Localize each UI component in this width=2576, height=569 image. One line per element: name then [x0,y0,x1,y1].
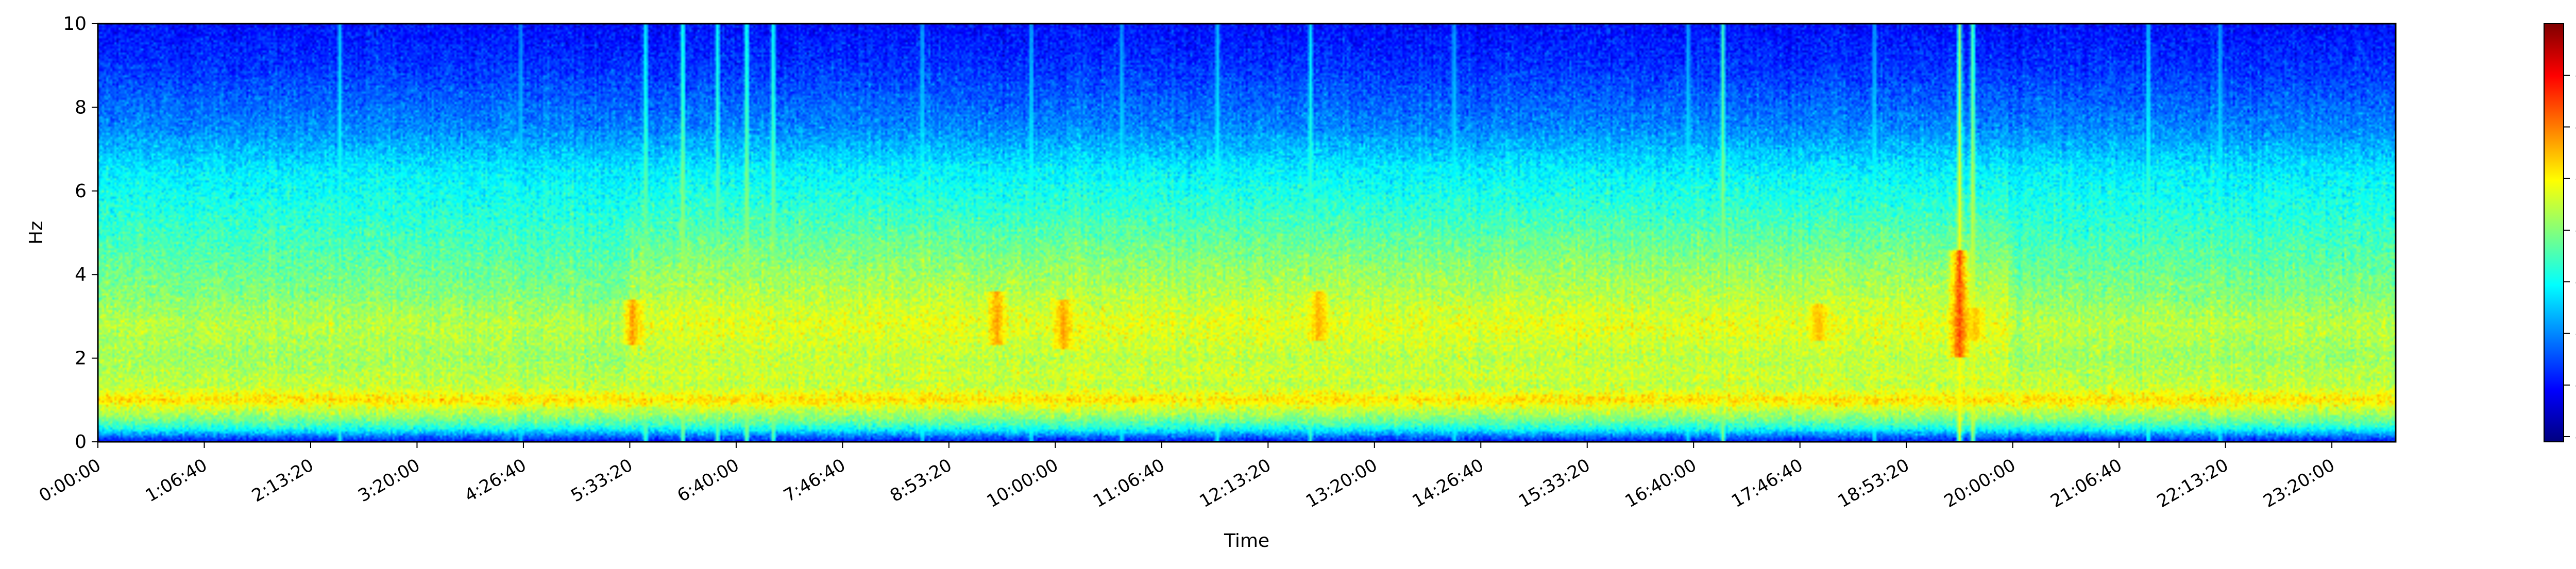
colorbar: -10 dB -20 dB -30 dB -40 dB -50 dB -60 dB -70 … [2544,23,2576,447]
colorbar-ticks: -10 dB -20 dB -30 dB -40 dB -50 dB -60 dB -70 … [2564,65,2576,447]
y-tick-label: 4 [75,264,87,285]
y-axis: 0 2 4 6 8 10 [63,13,98,453]
y-tick-label: 10 [63,13,87,35]
y-tick-label: 2 [75,348,87,369]
colorbar-tick-label: -70 dB [2575,375,2576,396]
y-tick-label: 0 [75,432,87,453]
colorbar-tick-label: -50 dB [2575,271,2576,292]
colorbar-tick-label: -20 dB [2575,116,2576,137]
colorbar-tick-label: -10 dB [2575,65,2576,86]
colorbar-tick-label: -80 dB [2575,426,2576,447]
y-tick-label: 8 [75,97,87,118]
x-axis-label: Time [1224,530,1269,551]
colorbar-tick-label: -40 dB [2575,220,2576,241]
colorbar-tick-label: -30 dB [2575,168,2576,189]
colorbar-tick-label: -60 dB [2575,323,2576,344]
spectrogram-plot [97,23,2397,443]
colorbar-bar [2544,23,2564,442]
spectrogram-heatmap [98,24,2396,442]
y-tick-label: 6 [75,181,87,202]
plot-frame [97,23,2397,443]
y-axis-label: Hz [26,221,47,245]
